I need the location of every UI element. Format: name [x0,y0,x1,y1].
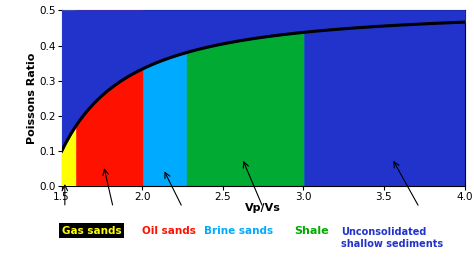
Bar [187,10,303,186]
Bar [75,10,142,186]
X-axis label: Vp/Vs: Vp/Vs [245,203,281,213]
Text: Oil sands: Oil sands [142,226,196,235]
Y-axis label: Poissons Ratio: Poissons Ratio [27,53,37,144]
Text: Gas sands: Gas sands [62,226,121,235]
Bar [62,10,75,186]
Bar [62,10,303,186]
Text: Unconsolidated
shallow sediments: Unconsolidated shallow sediments [341,227,443,249]
Text: Shale: Shale [294,226,328,235]
Text: Brine sands: Brine sands [204,226,273,235]
